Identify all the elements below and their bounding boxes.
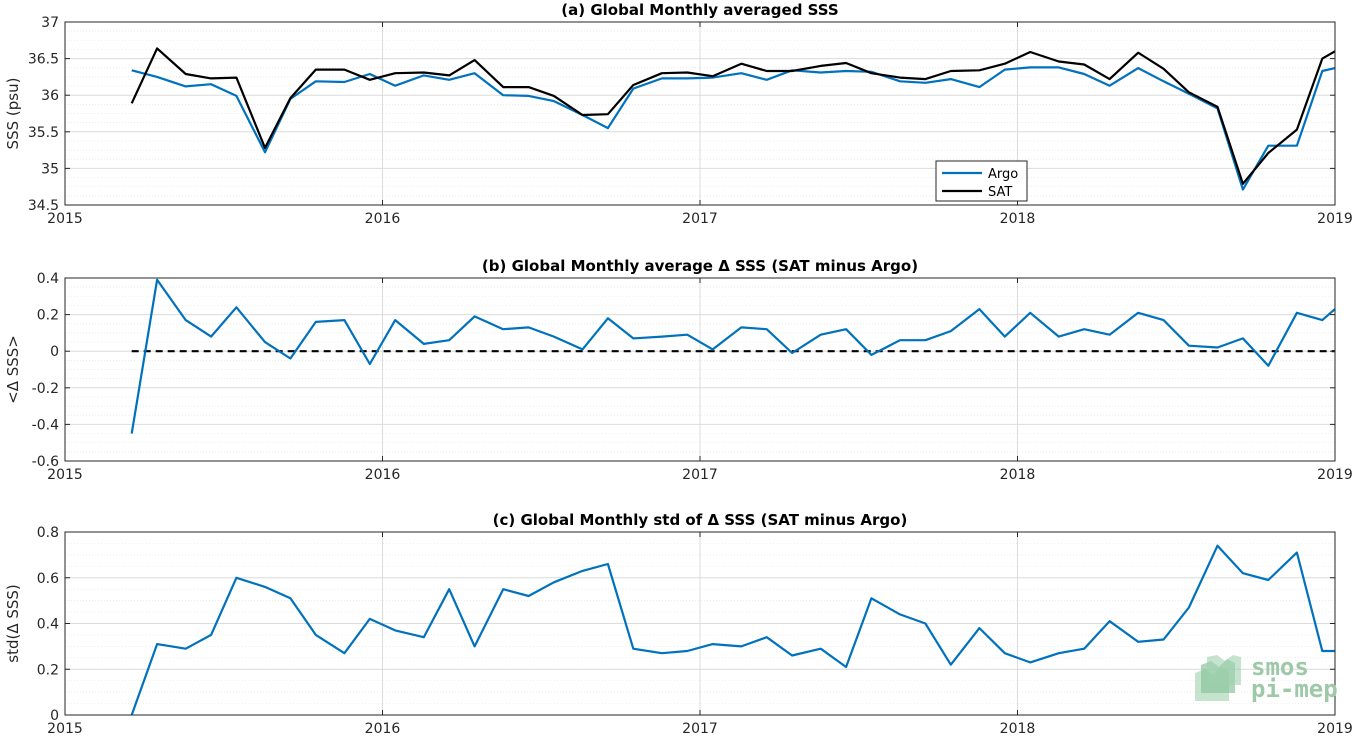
y-tick-label: 0.2: [37, 662, 59, 678]
y-tick-label: 36.5: [28, 52, 59, 68]
series-line-argo: [131, 66, 1336, 191]
y-tick-label: 0.4: [37, 271, 59, 287]
x-tick-label: 2017: [682, 211, 718, 227]
chart-panels: 34.5 35 35.5 36 36.5 37 2015 2016 2017 2018 2019 (a…: [4, 1, 1353, 737]
panel-2: 0 0.2 0.4 0.6 0.8 2015 2016 2017 2018 2019 (c) Glo…: [4, 511, 1353, 737]
y-tick-label: -0.2: [32, 381, 59, 397]
y-tick-label: 36: [41, 88, 59, 104]
x-tick-label: 2018: [1000, 721, 1036, 737]
chart-title: (c) Global Monthly std of Δ SSS (SAT min…: [493, 511, 908, 529]
x-tick-label: 2017: [682, 721, 718, 737]
y-tick-label: 35: [41, 161, 59, 177]
logo-mark-icon: [1195, 655, 1241, 701]
x-tick-label: 2016: [365, 721, 401, 737]
legend-box: [935, 160, 1028, 202]
chart-title: (b) Global Monthly average Δ SSS (SAT mi…: [482, 257, 918, 275]
y-tick-label: -0.4: [32, 417, 59, 433]
y-axis-label: std(Δ SSS): [4, 584, 22, 663]
panel-0: 34.5 35 35.5 36 36.5 37 2015 2016 2017 2018 2019 (a…: [4, 1, 1353, 227]
series-line-delta: [130, 544, 1335, 716]
y-tick-label: 35.5: [28, 125, 59, 141]
smos-pi-mep-logo: smos pi-mep: [1195, 653, 1338, 703]
x-tick-label: 2015: [47, 467, 83, 483]
y-tick-label: 0.6: [37, 571, 59, 587]
y-tick-label: 0.4: [37, 617, 59, 633]
x-tick-label: 2016: [365, 467, 401, 483]
x-tick-label: 2018: [1000, 467, 1036, 483]
logo-text-line1: smos: [1251, 653, 1309, 681]
legend-label: SAT: [988, 185, 1012, 200]
y-tick-label: 0: [50, 708, 59, 724]
x-tick-label: 2019: [1317, 467, 1353, 483]
y-tick-label: 34.5: [28, 198, 59, 214]
x-tick-label: 2015: [47, 211, 83, 227]
x-tick-label: 2017: [682, 467, 718, 483]
x-tick-label: 2019: [1317, 721, 1353, 737]
y-tick-label: 0.8: [37, 525, 59, 541]
y-tick-label: 37: [41, 15, 59, 31]
logo-text-line2: pi-mep: [1251, 675, 1338, 703]
panel-1: -0.6 -0.4 -0.2 0 0.2 0.4 2015 2016 2017 2018 2019 (…: [4, 257, 1353, 483]
y-tick-label: 0.2: [37, 308, 59, 324]
legend-label: Argo: [988, 167, 1018, 182]
x-tick-label: 2019: [1317, 211, 1353, 227]
legend: Argo SAT: [935, 160, 1028, 202]
y-tick-label: -0.6: [32, 454, 59, 470]
y-tick-label: 0: [50, 344, 59, 360]
y-axis-label: <Δ SSS>: [4, 335, 22, 404]
series-line-delta: [130, 278, 1336, 434]
chart-title: (a) Global Monthly averaged SSS: [561, 1, 838, 19]
series-line-sat: [130, 47, 1336, 185]
y-axis-label: SSS (psu): [4, 78, 22, 150]
x-tick-label: 2018: [1000, 211, 1036, 227]
x-tick-label: 2016: [365, 211, 401, 227]
x-tick-label: 2015: [47, 721, 83, 737]
